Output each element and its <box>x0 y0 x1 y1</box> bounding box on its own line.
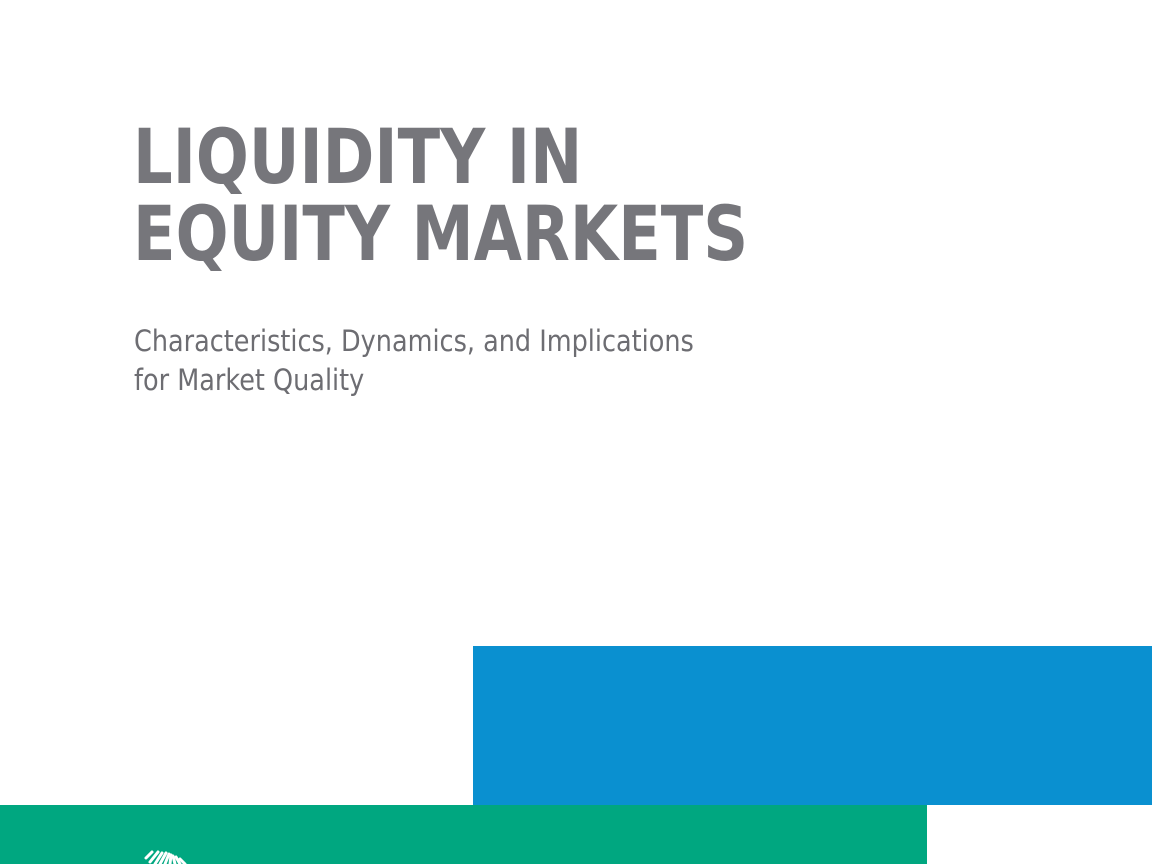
cover-subtitle: Characteristics, Dynamics, and Implicati… <box>134 322 694 400</box>
cover-title: LIQUIDITY IN EQUITY MARKETS <box>133 118 748 272</box>
cover-title-line-2: EQUITY MARKETS <box>133 189 749 278</box>
cover-subtitle-line-2: for Market Quality <box>134 363 365 397</box>
cover-subtitle-line-1: Characteristics, Dynamics, and Implicati… <box>134 324 694 358</box>
blue-color-block <box>473 646 1152 805</box>
publisher-logo-icon <box>144 850 187 866</box>
cover-title-line-1: LIQUIDITY IN <box>133 112 583 201</box>
